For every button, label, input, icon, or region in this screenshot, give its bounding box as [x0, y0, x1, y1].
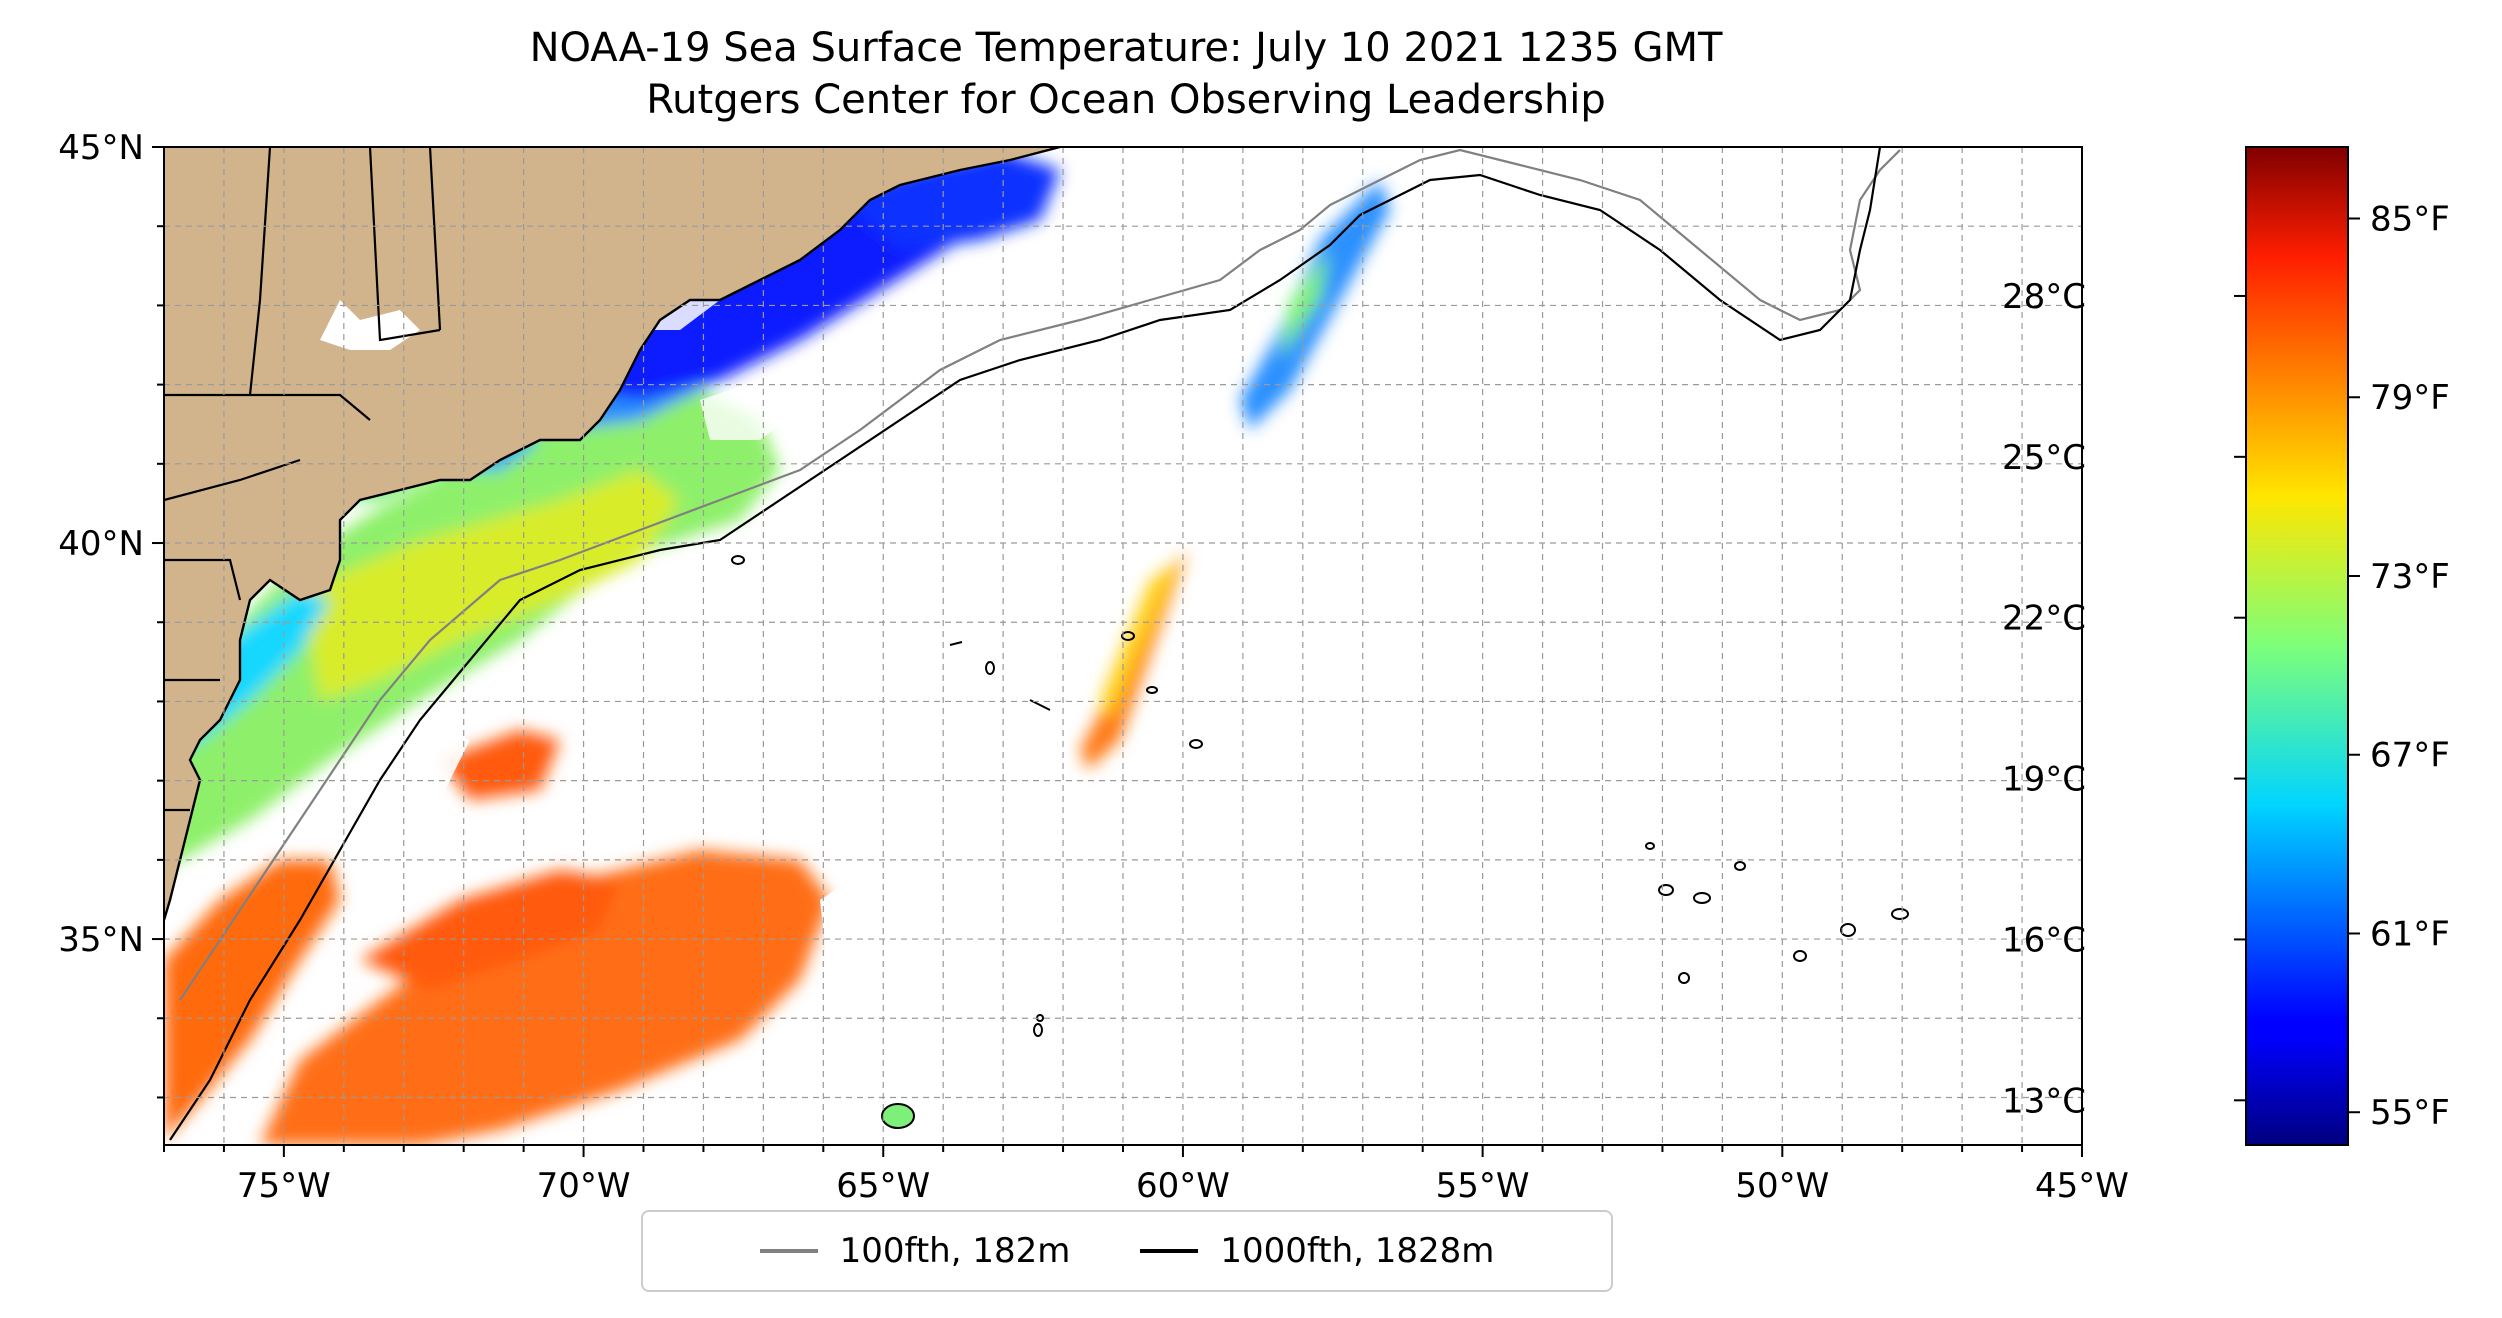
legend-item-1000fth: 1000fth, 1828m: [1140, 1231, 1494, 1271]
legend: 100fth, 182m 1000fth, 1828m: [641, 1210, 1613, 1292]
map-canvas: [164, 147, 2082, 1145]
colorbar-c-label: 13°C: [2002, 1081, 2086, 1121]
colorbar-f-label: 61°F: [2370, 914, 2450, 954]
bermuda: [881, 1103, 915, 1129]
colorbar-c-label: 19°C: [2002, 760, 2086, 800]
title-line-1: NOAA-19 Sea Surface Temperature: July 10…: [529, 25, 1723, 71]
colorbar-f-label: 67°F: [2370, 736, 2450, 776]
lat-tick-label: 35°N: [58, 920, 144, 960]
lon-tick-label: 75°W: [237, 1166, 331, 1206]
colorbar-c-label: 28°C: [2002, 277, 2086, 317]
lon-tick-label: 45°W: [2035, 1166, 2129, 1206]
colorbar-f-label: 73°F: [2370, 557, 2450, 597]
title-line-2: Rutgers Center for Ocean Observing Leade…: [646, 77, 1606, 123]
axis-ticks: 75°W 70°W 65°W 60°W 55°W 50°W 45°W 45°N 40°N 35°N: [58, 128, 2129, 1206]
lon-tick-label: 50°W: [1735, 1166, 1829, 1206]
colorbar: [2245, 146, 2349, 1146]
lon-tick-label: 65°W: [836, 1166, 930, 1206]
colorbar-f-label: 79°F: [2370, 378, 2450, 418]
contour-100fth: [179, 148, 1901, 1001]
legend-label-1000fth: 1000fth, 1828m: [1220, 1231, 1495, 1271]
state-borders: [164, 147, 442, 812]
lon-tick-label: 70°W: [537, 1166, 631, 1206]
contour-1000fth: [169, 147, 1882, 1141]
map-title: NOAA-19 Sea Surface Temperature: July 10…: [164, 22, 2088, 126]
colorbar-c-label: 25°C: [2002, 438, 2086, 478]
lat-tick-label: 40°N: [58, 524, 144, 564]
colorbar-c-label: 22°C: [2002, 599, 2086, 639]
legend-swatch-100fth: [759, 1249, 818, 1253]
lon-tick-label: 55°W: [1436, 1166, 1530, 1206]
colorbar-c-label: 16°C: [2002, 920, 2086, 960]
colorbar-f-label: 85°F: [2370, 199, 2450, 239]
colorbar-f-label: 55°F: [2370, 1093, 2450, 1133]
coastline: [164, 147, 1061, 921]
colorbar-ticks: 85°F 79°F 73°F 67°F 61°F 55°F 28°C 25°C 22°C 19°C…: [2002, 199, 2450, 1133]
graticule: [164, 147, 2082, 1145]
legend-swatch-1000fth: [1140, 1249, 1199, 1253]
legend-item-100fth: 100fth, 182m: [759, 1231, 1071, 1271]
legend-label-100fth: 100fth, 182m: [839, 1231, 1071, 1271]
lat-tick-label: 45°N: [58, 128, 144, 168]
lon-tick-label: 60°W: [1136, 1166, 1230, 1206]
